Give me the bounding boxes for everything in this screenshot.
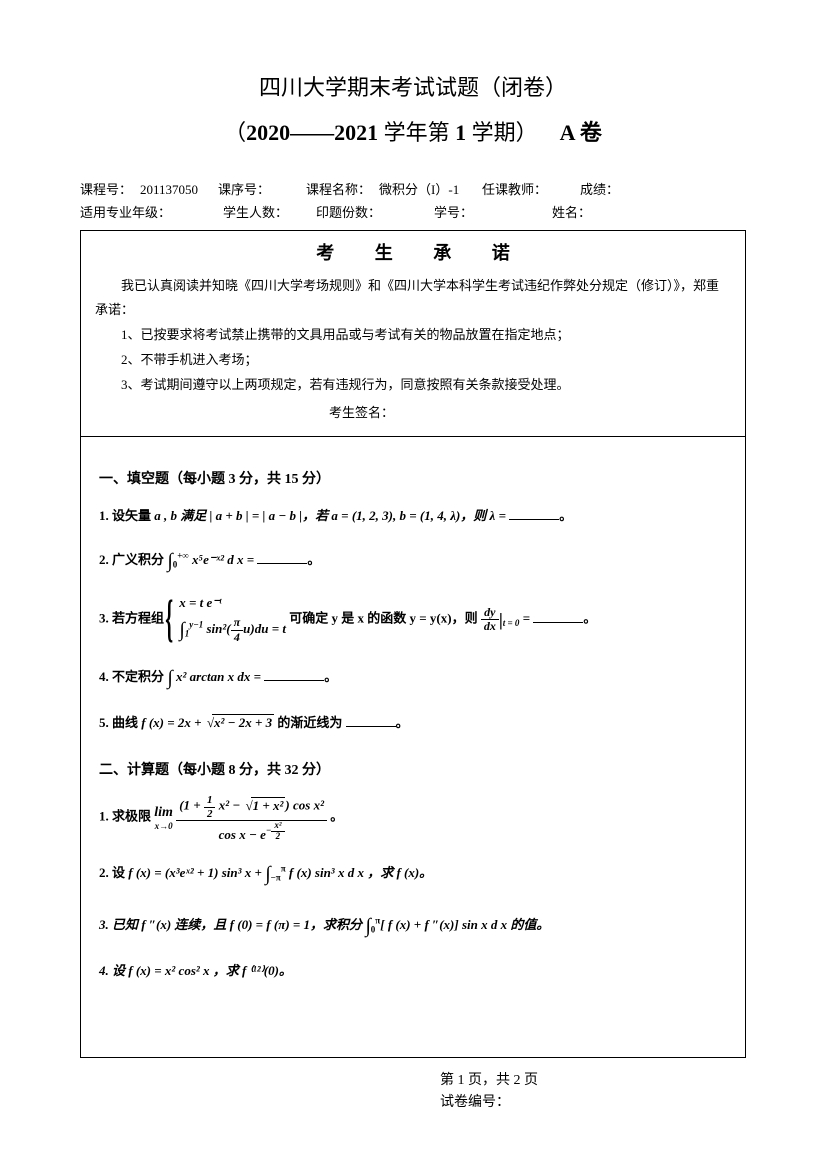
q1-4-body: x² arctan x dx = — [173, 669, 264, 684]
q1-3-system: x = t e⁻ᵗ ∫1y−1 sin²(π4u)du = t — [167, 593, 286, 646]
q1-4-pre: 4. 不定积分 — [99, 669, 167, 684]
blank-2 — [257, 550, 307, 564]
q2-1-rad: 1 + x² — [251, 797, 286, 813]
student-no-label: 学号： — [434, 203, 544, 224]
course-name-label: 课程名称： — [306, 180, 371, 201]
t2-post: 学年第 — [378, 120, 455, 145]
q1-1-vec: a , b — [154, 508, 177, 523]
t2-sem: 1 — [455, 120, 466, 145]
t2-pre: （ — [224, 120, 246, 145]
q1-3-end: 。 — [583, 611, 596, 626]
score-label: 成绩： — [580, 180, 619, 201]
pledge-section: 考 生 承 诺 我已认真阅读并知晓《四川大学考场规则》和《四川大学本科学生考试违… — [81, 231, 745, 437]
course-no-label: 课程号： — [80, 180, 132, 201]
questions: 一、填空题（每小题 3 分，共 15 分） 1. 设矢量 a , b 满足 | … — [81, 437, 745, 1057]
q1-3-eq: = — [519, 611, 533, 626]
q2-4-text: 4. 设 f (x) = x² cos² x ，求 f ⁽¹²⁾(0)。 — [99, 963, 292, 978]
paper-no: 试卷编号： — [440, 1092, 746, 1114]
ub: y−1 — [189, 620, 203, 630]
blank-1 — [509, 506, 559, 520]
q1-2-body: x⁵e⁻ˣ² d x = — [189, 552, 258, 567]
pledge-intro: 我已认真阅读并知晓《四川大学考场规则》和《四川大学本科学生考试违纪作弊处分规定（… — [95, 274, 731, 323]
course-name: 微积分（I）-1 — [379, 180, 474, 201]
blank-3 — [533, 609, 583, 623]
q2-1-num-c: ) cos x² — [285, 798, 324, 813]
q2-4: 4. 设 f (x) = x² cos² x ，求 f ⁽¹²⁾(0)。 — [99, 958, 727, 984]
q2-3-body: [ f (x) + f ″(x)] sin x d x 的值。 — [380, 917, 549, 932]
pledge-item-2: 2、不带手机进入考场； — [95, 348, 731, 373]
q1-3-du: du = t — [255, 621, 286, 636]
q2-1-num-a: (1 + — [179, 798, 204, 813]
q1-2-end: 。 — [307, 552, 320, 567]
q2-2-f1: f (x) = (x³eˣ² + 1) sin³ x + — [128, 865, 265, 880]
q2-1-den: cos x − e — [219, 826, 266, 841]
q2-2-pre: 2. 设 — [99, 865, 128, 880]
q2-1-pre: 1. 求极限 — [99, 809, 154, 824]
name-label: 姓名： — [552, 203, 591, 224]
q1-4-end: 。 — [324, 669, 337, 684]
q1-3-sys2: ∫1y−1 sin²(π4u)du = t — [179, 614, 286, 646]
q1-2-lb: 0 — [173, 560, 178, 570]
pledge-sign: 考生签名： — [95, 401, 731, 426]
section-2-head: 二、计算题（每小题 8 分，共 32 分） — [99, 760, 727, 782]
pledge-title: 考 生 承 诺 — [95, 239, 731, 268]
q1-3-pre: 3. 若方程组 — [99, 611, 167, 626]
q2-1-end: 。 — [330, 809, 343, 824]
major-label: 适用专业年级： — [80, 203, 215, 224]
q2-1: 1. 求极限 limx→0 (1 + 12 x² − 1 + x²) cos x… — [99, 794, 727, 841]
exam-title-1: 四川大学期末考试试题（闭卷） — [80, 70, 746, 105]
pledge-item-1: 1、已按要求将考试禁止携带的文具用品或与考试有关的物品放置在指定地点； — [95, 323, 731, 348]
q2-3: 3. 已知 f ″(x) 连续，且 f (0) = f (π) = 1，求积分 … — [99, 906, 727, 946]
student-count-label: 学生人数： — [223, 203, 308, 224]
pledge-body: 我已认真阅读并知晓《四川大学考场规则》和《四川大学本科学生考试违纪作弊处分规定（… — [95, 274, 731, 426]
print-count-label: 印题份数： — [316, 203, 426, 224]
course-seq-label: 课序号： — [218, 180, 298, 201]
blank-4 — [264, 667, 324, 681]
teacher-label: 任课教师： — [482, 180, 572, 201]
section-1-head: 一、填空题（每小题 3 分，共 15 分） — [99, 469, 727, 491]
course-no: 201137050 — [140, 180, 210, 201]
exam-body: 考 生 承 诺 我已认真阅读并知晓《四川大学考场规则》和《四川大学本科学生考试违… — [80, 230, 746, 1058]
page-footer: 第 1 页，共 2 页 试卷编号： — [80, 1070, 746, 1115]
q2-2-f2: f (x) sin³ x d x ，求 f (x)。 — [286, 865, 433, 880]
q2-1-num-b: x² − — [215, 798, 243, 813]
pledge-item-3: 3、考试期间遵守以上两项规定，若有违规行为，同意按照有关条款接受处理。 — [95, 373, 731, 398]
lb: 0 — [371, 924, 376, 934]
q1-5-f: f (x) = 2x + — [141, 715, 205, 730]
q1-5-end: 。 — [396, 715, 409, 730]
info-row-2: 适用专业年级： 学生人数： 印题份数： 学号： 姓名： — [80, 203, 746, 224]
lb: −π — [271, 872, 281, 882]
q1-3: 3. 若方程组 x = t e⁻ᵗ ∫1y−1 sin²(π4u)du = t … — [99, 593, 727, 646]
q1-5: 5. 曲线 f (x) = 2x + x² − 2x + 3 的渐近线为 。 — [99, 710, 727, 736]
lim-icon: limx→0 — [154, 806, 173, 831]
q1-5-mid: 的渐近线为 — [274, 715, 346, 730]
q2-2: 2. 设 f (x) = (x³eˣ² + 1) sin³ x + ∫−ππ f… — [99, 854, 727, 894]
lb: 1 — [185, 629, 190, 639]
info-row-1: 课程号： 201137050 课序号： 课程名称： 微积分（I）-1 任课教师：… — [80, 180, 746, 201]
q1-4: 4. 不定积分 ∫ x² arctan x dx = 。 — [99, 658, 727, 698]
exam-title-2: （2020——2021 学年第 1 学期） A 卷 — [80, 115, 746, 150]
q1-3-sys1: x = t e⁻ᵗ — [179, 593, 286, 614]
q1-1-end: 。 — [559, 508, 572, 523]
t2-year: 2020——2021 — [246, 120, 378, 145]
q1-2-pre: 2. 广义积分 — [99, 552, 167, 567]
q1-2: 2. 广义积分 ∫0+∞ x⁵e⁻ˣ² d x = 。 — [99, 541, 727, 581]
q1-1-pre: 1. 设矢量 — [99, 508, 154, 523]
blank-5 — [346, 713, 396, 727]
q1-1-mid: 满足 | a + b | = | a − b |，若 a = (1, 2, 3)… — [177, 508, 509, 523]
q1-3-sin: sin² — [203, 621, 226, 636]
q1-3-mid: 可确定 y 是 x 的函数 y = y(x)，则 — [289, 611, 481, 626]
t2-end: 学期） — [466, 120, 538, 145]
q2-3-pre: 3. 已知 f ″(x) 连续，且 f (0) = f (π) = 1，求积分 — [99, 917, 365, 932]
t2-paper: A 卷 — [560, 120, 602, 145]
q1-3-t0: t = 0 — [503, 618, 520, 628]
q1-2-ub: +∞ — [177, 551, 189, 561]
q1-3-u: u — [243, 621, 250, 636]
q1-5-rad: x² − 2x + 3 — [212, 714, 274, 730]
q1-1: 1. 设矢量 a , b 满足 | a + b | = | a − b |，若 … — [99, 503, 727, 529]
q1-5-pre: 5. 曲线 — [99, 715, 141, 730]
page-number: 第 1 页，共 2 页 — [440, 1070, 746, 1092]
